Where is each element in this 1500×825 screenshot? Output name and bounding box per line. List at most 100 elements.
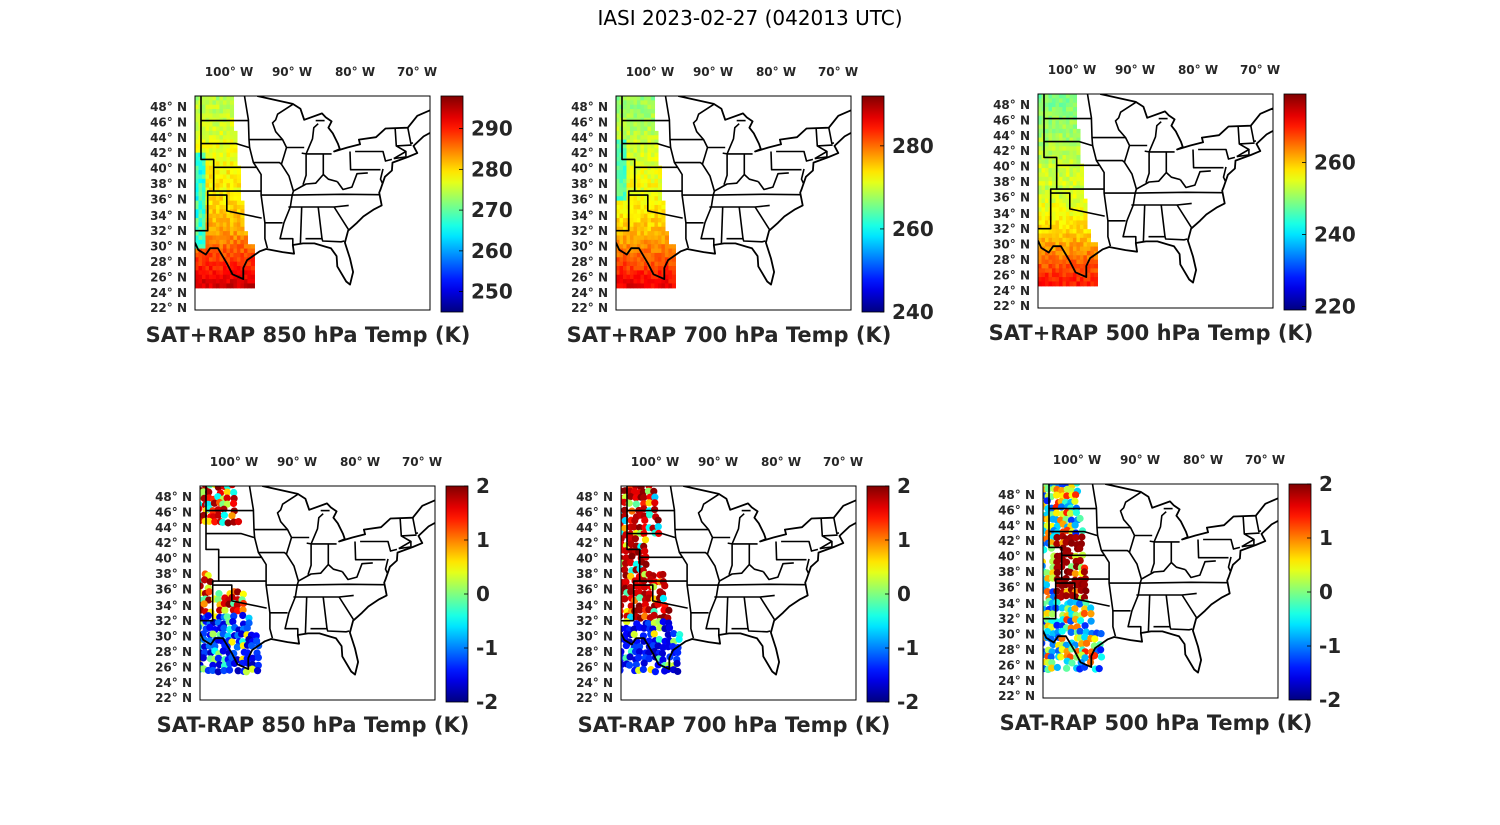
data-cell: [1069, 120, 1074, 126]
data-cell: [215, 222, 221, 228]
data-cell: [1041, 176, 1046, 182]
latitude-label: 48° N: [150, 100, 187, 114]
data-cell: [1072, 229, 1078, 235]
data-cell: [647, 239, 652, 245]
data-cell: [661, 226, 666, 232]
data-cell: [247, 279, 252, 285]
data-point: [1097, 646, 1105, 654]
data-cell: [198, 187, 203, 193]
data-cell: [198, 279, 203, 285]
data-cell: [212, 252, 217, 258]
data-cell: [250, 283, 255, 289]
data-cell: [633, 231, 638, 237]
data-cell: [215, 161, 221, 167]
data-cell: [654, 266, 659, 271]
data-cell: [1072, 189, 1078, 195]
data-point: [1043, 581, 1051, 589]
data-cell: [219, 248, 224, 254]
data-point: [1048, 648, 1056, 656]
data-cell: [622, 257, 628, 263]
data-cell: [1048, 98, 1053, 104]
data-cell: [636, 257, 642, 263]
data-point: [640, 624, 648, 632]
data-point: [1072, 534, 1080, 542]
data-cell: [236, 204, 242, 210]
data-cell: [222, 161, 228, 167]
data-cell: [240, 248, 245, 254]
data-point: [214, 654, 223, 662]
data-cell: [647, 222, 652, 228]
data-cell: [247, 257, 252, 263]
data-cell: [208, 239, 214, 245]
data-cell: [236, 165, 242, 171]
data-point: [211, 518, 219, 526]
panel-caption: SAT-RAP 850 hPa Temp (K): [157, 713, 470, 737]
data-cell: [654, 178, 659, 184]
data-cell: [1044, 124, 1050, 130]
latitude-label: 44° N: [998, 519, 1035, 533]
data-cell: [1079, 181, 1085, 187]
data-cell: [1076, 172, 1081, 178]
data-cell: [626, 231, 631, 237]
data-cell: [222, 209, 228, 215]
data-point: [1067, 516, 1076, 524]
map-area: [621, 486, 856, 700]
latitude-label: 30° N: [150, 240, 187, 254]
data-cell: [240, 261, 245, 267]
data-cell: [616, 157, 621, 162]
data-point: [1057, 653, 1065, 661]
state-border: [747, 628, 771, 633]
data-cell: [654, 270, 659, 276]
data-cell: [622, 104, 628, 110]
state-border: [1136, 171, 1167, 190]
data-cell: [629, 109, 635, 115]
data-cell: [622, 283, 628, 289]
data-cell: [1048, 259, 1053, 265]
data-cell: [1051, 176, 1057, 182]
data-point: [670, 629, 678, 638]
data-cell: [633, 178, 638, 184]
data-cell: [1072, 168, 1078, 174]
state-border: [1136, 592, 1197, 596]
data-cell: [1038, 168, 1043, 174]
data-cell: [643, 204, 649, 210]
data-cell: [205, 283, 210, 289]
map-figure: 100° W 90° W 80° W 70° W48° N46° N44° N42° …: [146, 65, 513, 347]
data-cell: [233, 257, 238, 263]
data-cell: [226, 126, 231, 132]
longitude-label: 90° W: [272, 65, 312, 79]
latitude-label: 46° N: [576, 505, 613, 519]
data-cell: [1055, 220, 1060, 226]
data-cell: [201, 279, 207, 285]
state-border: [298, 563, 329, 582]
data-cell: [219, 244, 224, 250]
data-cell: [1051, 264, 1057, 269]
data-cell: [212, 130, 217, 136]
data-cell: [1055, 277, 1060, 283]
data-cell: [1093, 281, 1098, 287]
data-cell: [195, 204, 200, 210]
data-cell: [222, 139, 228, 145]
data-cell: [215, 126, 221, 132]
data-cell: [212, 165, 217, 171]
data-cell: [212, 148, 217, 154]
state-border: [412, 517, 419, 535]
data-cell: [616, 191, 621, 197]
data-cell: [622, 139, 628, 145]
data-cell: [657, 261, 663, 267]
data-cell: [233, 130, 238, 136]
data-cell: [1076, 146, 1081, 152]
data-cell: [1058, 168, 1064, 174]
data-cell: [198, 261, 203, 267]
data-cell: [629, 187, 635, 193]
data-cell: [219, 257, 224, 263]
data-cell: [222, 157, 228, 162]
data-cell: [622, 244, 628, 250]
data-cell: [1065, 128, 1071, 134]
data-cell: [626, 183, 631, 189]
data-cell: [643, 187, 649, 193]
data-cell: [1069, 128, 1074, 134]
data-cell: [657, 279, 663, 285]
data-cell: [233, 279, 238, 285]
data-cell: [1069, 176, 1074, 182]
